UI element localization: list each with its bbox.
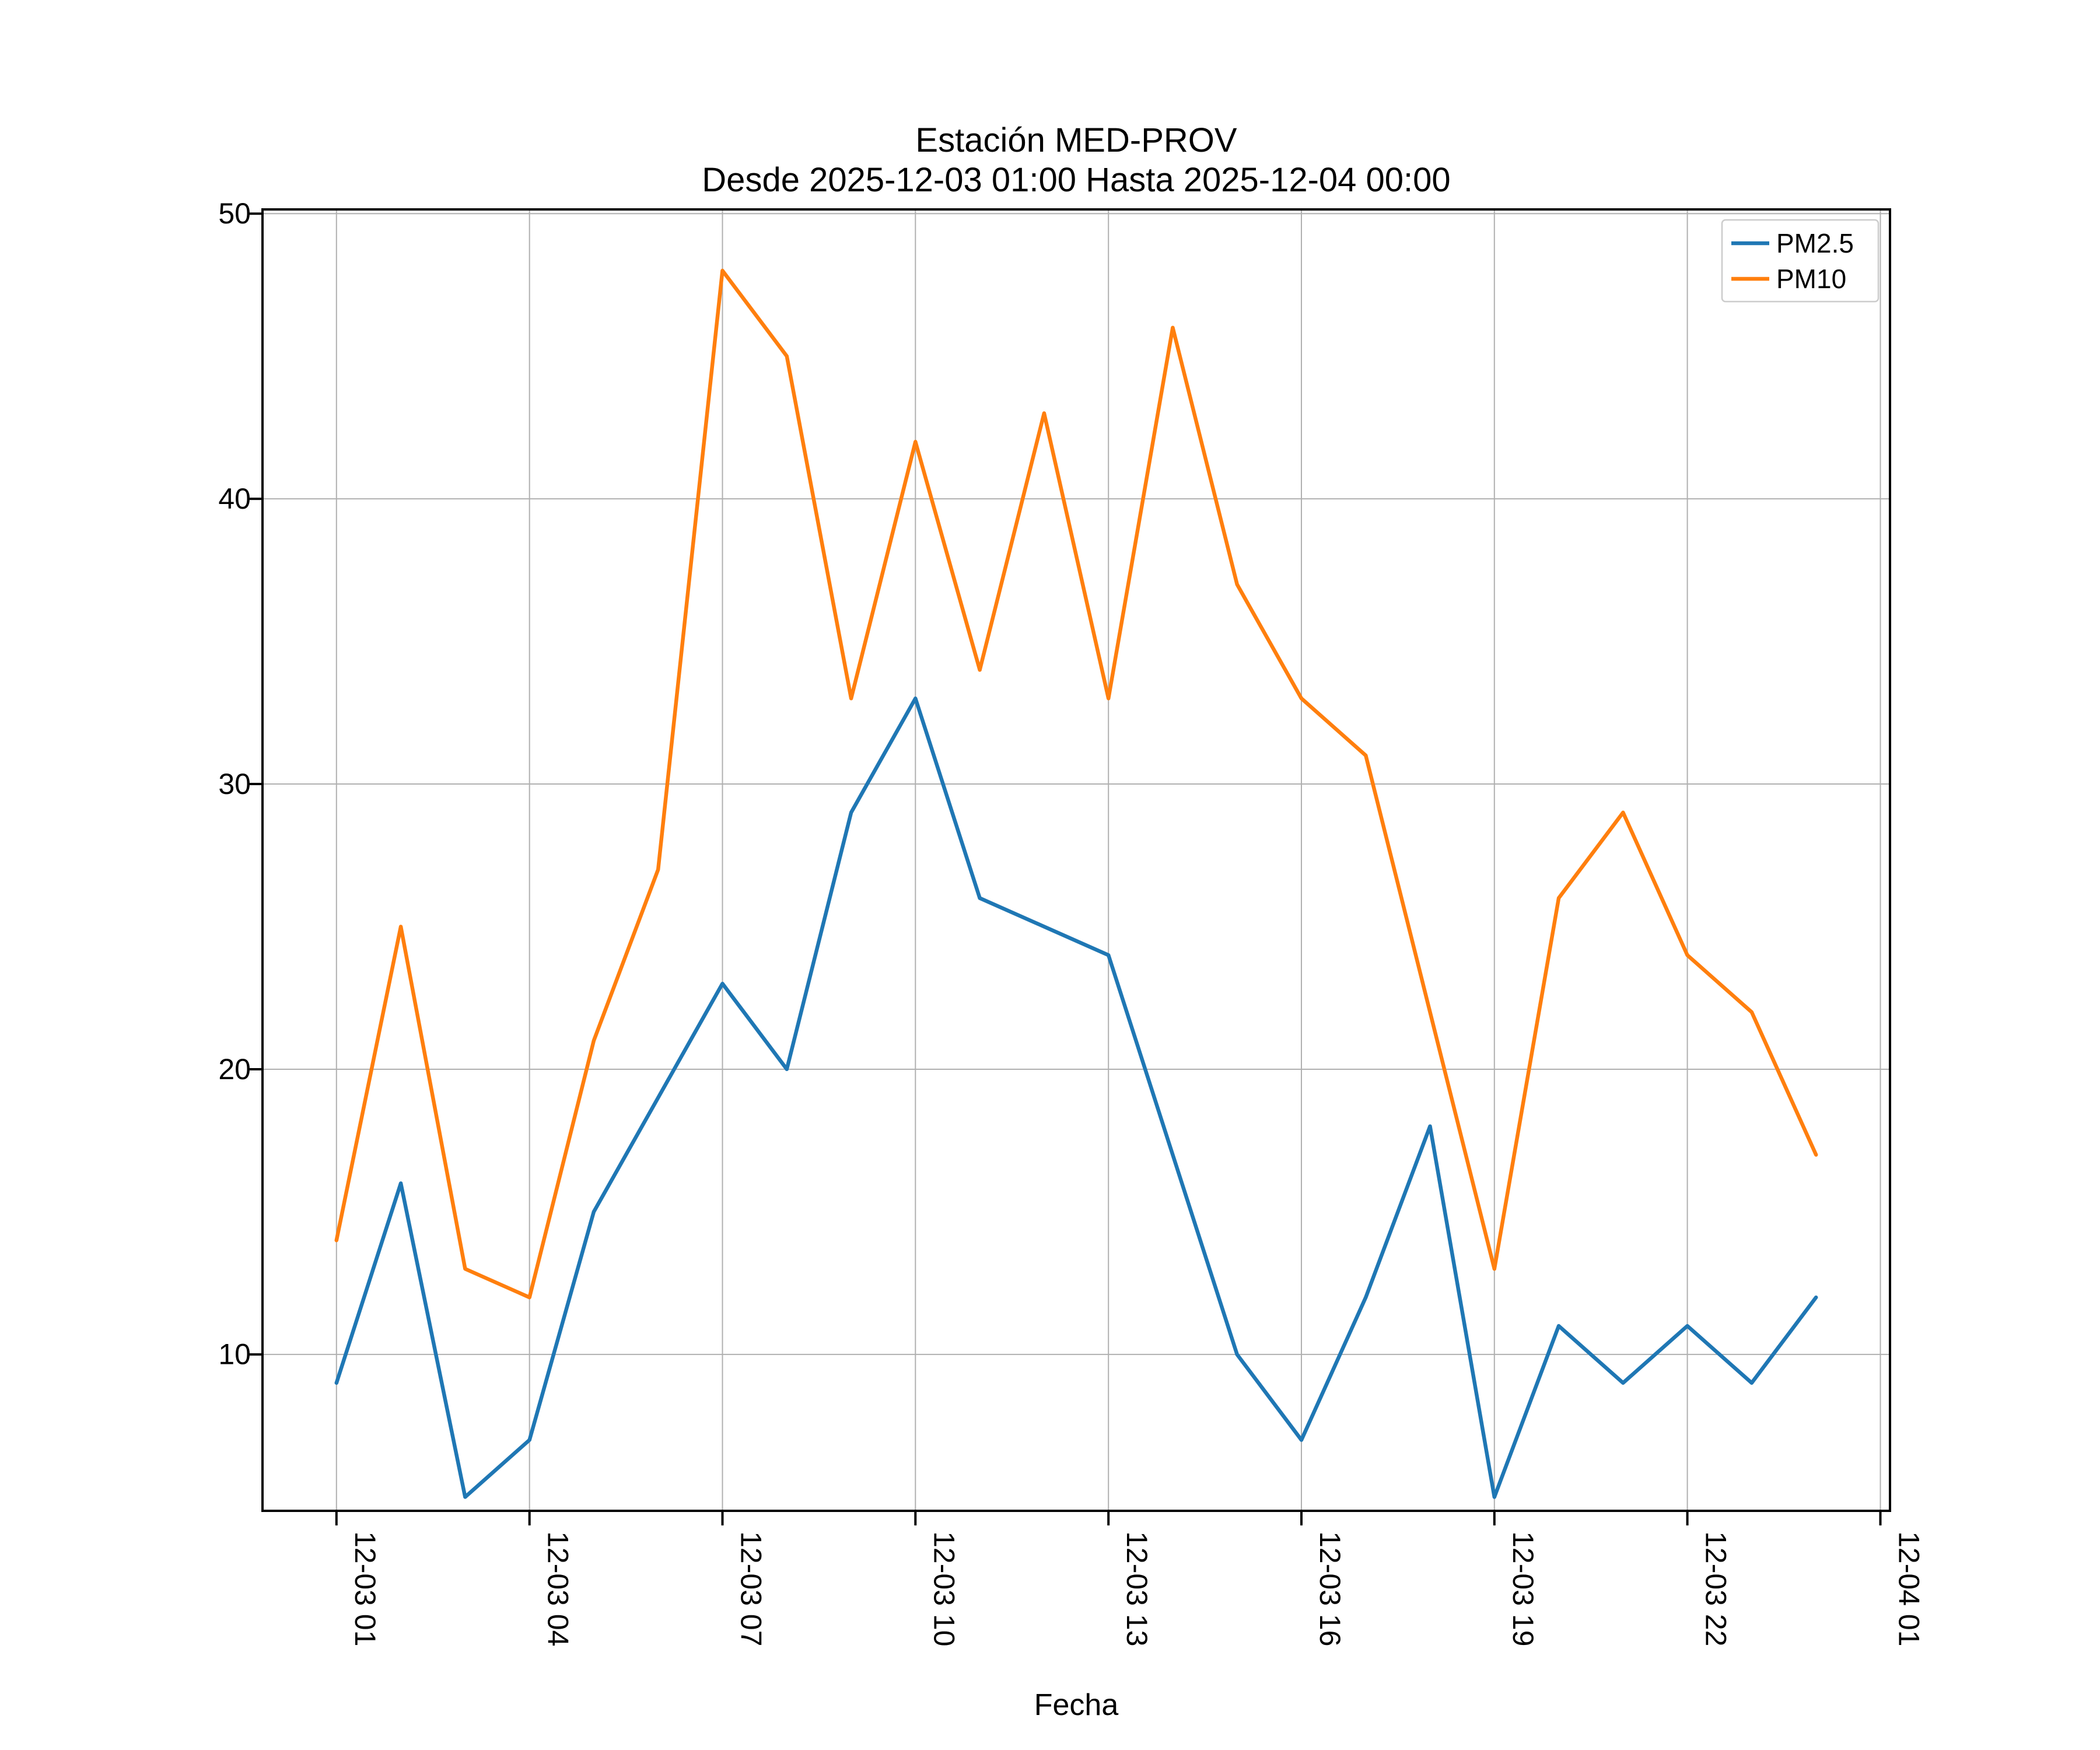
svg-text:Fecha: Fecha <box>1034 1688 1119 1722</box>
svg-text:12-03 01: 12-03 01 <box>349 1531 382 1646</box>
svg-text:12-03 07: 12-03 07 <box>735 1531 768 1646</box>
svg-text:PM2.5: PM2.5 <box>1776 228 1854 258</box>
svg-text:12-03 13: 12-03 13 <box>1121 1531 1153 1646</box>
svg-text:12-03 16: 12-03 16 <box>1314 1531 1346 1646</box>
svg-text:12-03 22: 12-03 22 <box>1700 1531 1732 1646</box>
svg-text:30: 30 <box>218 768 251 800</box>
svg-text:12-03 10: 12-03 10 <box>928 1531 960 1646</box>
svg-text:12-03 04: 12-03 04 <box>542 1531 575 1646</box>
svg-text:Desde 2025-12-03 01:00 Hasta 2: Desde 2025-12-03 01:00 Hasta 2025-12-04 … <box>702 161 1450 199</box>
svg-text:40: 40 <box>218 482 251 515</box>
svg-text:50: 50 <box>218 197 251 230</box>
svg-text:PM10: PM10 <box>1776 264 1846 294</box>
svg-text:10: 10 <box>218 1338 251 1371</box>
svg-text:12-04 01: 12-04 01 <box>1893 1531 1926 1646</box>
svg-text:12-03 19: 12-03 19 <box>1507 1531 1539 1646</box>
svg-text:20: 20 <box>218 1053 251 1086</box>
svg-text:Estación MED-PROV: Estación MED-PROV <box>915 121 1237 159</box>
